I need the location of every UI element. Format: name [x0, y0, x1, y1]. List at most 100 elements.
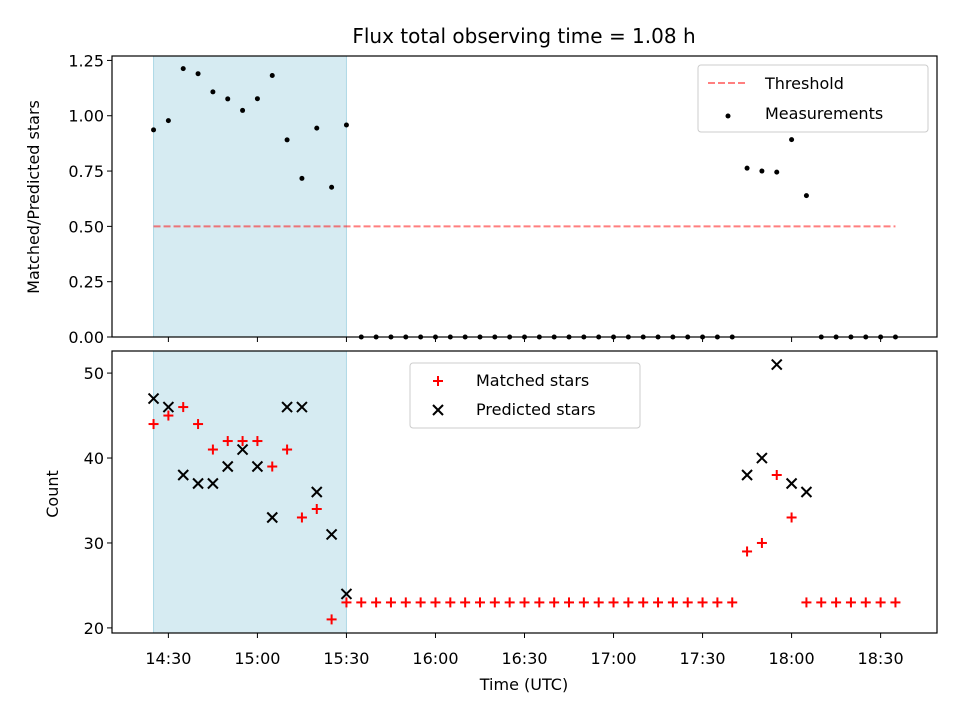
x-tick-label: 15:30 [323, 649, 369, 668]
matched-star-point [237, 436, 248, 447]
matched-star-point [742, 546, 753, 557]
matched-star-point [326, 614, 337, 625]
predicted-star-point [222, 460, 234, 473]
measurement-point [803, 193, 809, 199]
chart-title: Flux total observing time = 1.08 h [352, 24, 695, 48]
measurement-point [774, 169, 780, 175]
matched-star-point [608, 597, 619, 608]
y-tick-label: 0.75 [68, 162, 104, 181]
y-tick-label: 1.00 [68, 107, 104, 126]
predicted-star-point [207, 477, 219, 490]
measurement-point [210, 89, 216, 95]
matched-star-point [519, 597, 530, 608]
measurement-point [195, 71, 201, 77]
matched-star-point [727, 597, 738, 608]
matched-star-point [474, 597, 485, 608]
matched-star-point [282, 444, 293, 455]
y-tick-label: 40 [84, 449, 104, 468]
measurement-point [744, 165, 750, 171]
x-tick-label: 18:00 [769, 649, 815, 668]
matched-star-point [356, 597, 367, 608]
matched-star-point [489, 597, 500, 608]
predicted-star-point [266, 511, 278, 524]
matched-star-point [549, 597, 560, 608]
matched-star-point [252, 436, 263, 447]
matched-star-point [623, 597, 634, 608]
x-tick-label: 16:00 [412, 649, 458, 668]
x-tick-label: 14:30 [145, 649, 191, 668]
matched-star-point [593, 597, 604, 608]
measurement-point [789, 137, 795, 143]
matched-star-point [564, 597, 575, 608]
y-tick-label: 50 [84, 364, 104, 383]
predicted-star-point [281, 401, 293, 413]
matched-star-point [148, 419, 159, 430]
y-tick-label: 1.25 [68, 51, 104, 70]
predicted-star-point [756, 452, 768, 464]
predicted-star-point [340, 588, 353, 600]
matched-star-point [860, 597, 871, 608]
matched-star-point [460, 597, 471, 608]
matched-star-point [207, 444, 218, 455]
matched-star-point [534, 597, 545, 608]
measurement-point [180, 66, 186, 72]
matched-star-point [311, 503, 322, 514]
matched-star-point [801, 597, 812, 608]
matched-star-point [400, 597, 411, 608]
legend-matched-label: Matched stars [476, 371, 589, 390]
matched-star-point [638, 597, 649, 608]
matched-star-point [178, 402, 189, 413]
matched-star-point [890, 597, 901, 608]
matched-star-point [222, 436, 233, 447]
shaded-interval [153, 55, 347, 338]
x-axis-label: Time (UTC) [479, 675, 568, 694]
matched-star-point [816, 597, 827, 608]
matched-star-point [653, 597, 664, 608]
x-tick-label: 17:00 [590, 649, 636, 668]
predicted-star-point [236, 443, 249, 456]
predicted-star-point [800, 486, 813, 498]
predicted-star-point [771, 358, 783, 371]
x-tick-label: 17:30 [680, 649, 726, 668]
legend-measurements-label: Measurements [765, 104, 883, 123]
matched-star-point [697, 597, 708, 608]
predicted-star-point [147, 392, 160, 405]
legend-threshold-label: Threshold [764, 74, 844, 93]
x-tick-label: 15:00 [234, 649, 280, 668]
top-legend: Threshold Measurements [697, 64, 929, 133]
measurement-point [284, 137, 290, 143]
measurement-point [314, 125, 320, 131]
legend-matched-marker [433, 376, 443, 386]
top-y-axis-label: Matched/Predicted stars [24, 100, 43, 294]
legend-measurement-marker [725, 113, 731, 119]
bottom-legend: Matched stars Predicted stars [409, 362, 641, 429]
predicted-star-point [741, 469, 753, 481]
matched-star-point [193, 419, 204, 430]
matched-star-point [163, 410, 174, 421]
matched-star-point [504, 597, 515, 608]
matched-star-point [415, 597, 426, 608]
matched-star-point [578, 597, 589, 608]
measurement-point [329, 184, 335, 190]
matched-star-point [371, 597, 382, 608]
top-panel: 0.00 0.25 0.50 0.75 1.00 1.25 Matched/Predict… [24, 51, 938, 347]
x-tick-label: 18:30 [858, 649, 904, 668]
legend-predicted-marker [432, 404, 444, 416]
matched-star-point [786, 512, 797, 523]
shaded-interval [153, 350, 347, 634]
matched-star-point [296, 512, 307, 523]
measurement-point [165, 118, 171, 124]
measurement-point [269, 72, 275, 78]
predicted-star-point [311, 486, 323, 498]
matched-star-point [445, 597, 456, 608]
y-tick-label: 30 [84, 534, 104, 553]
y-tick-label: 20 [84, 619, 104, 638]
predicted-star-point [785, 477, 798, 490]
bottom-y-axis-label: Count [43, 470, 62, 518]
matched-star-point [682, 597, 693, 608]
x-tick-label: 16:30 [501, 649, 547, 668]
measurement-point [254, 96, 260, 102]
matched-star-point [430, 597, 441, 608]
predicted-star-point [177, 469, 189, 481]
